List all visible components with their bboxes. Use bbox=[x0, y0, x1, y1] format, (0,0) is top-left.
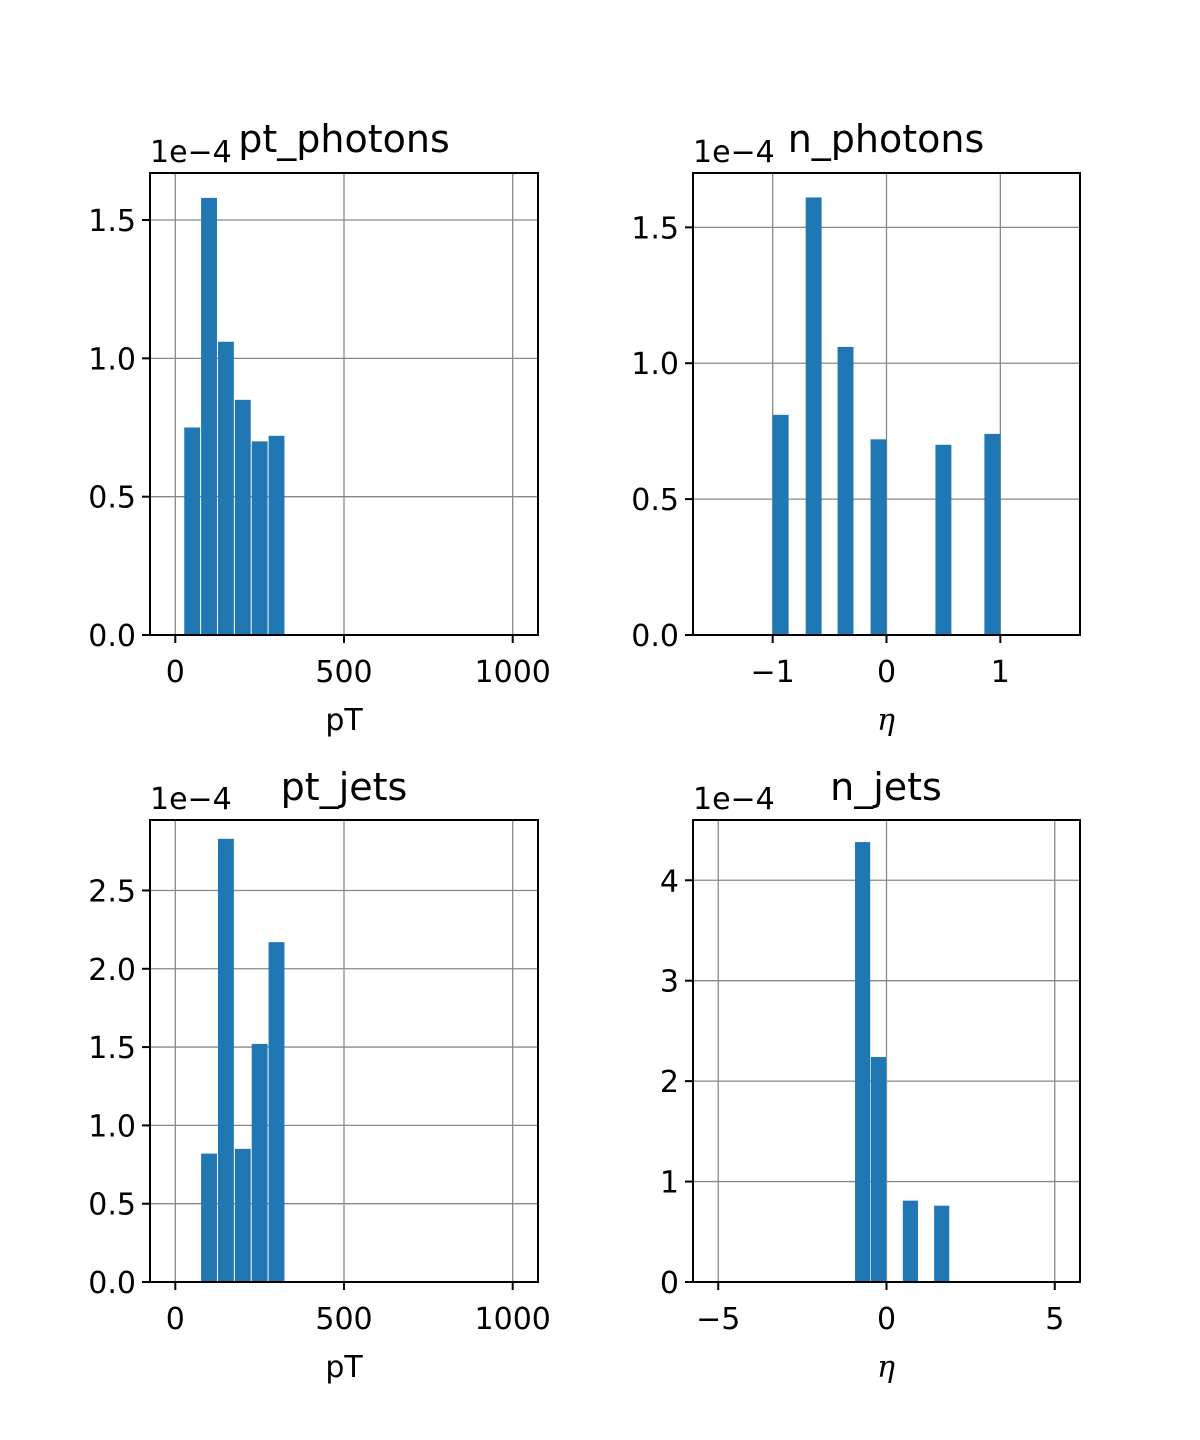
x-tick-label: 1000 bbox=[475, 655, 551, 690]
bar-4 bbox=[268, 942, 285, 1282]
bar-3 bbox=[934, 1205, 950, 1282]
x-axis-label: η bbox=[877, 703, 895, 738]
y-tick-label: 1.5 bbox=[88, 204, 136, 239]
x-axis-label: pT bbox=[325, 703, 363, 738]
y-tick-label: 0.0 bbox=[88, 619, 136, 654]
bars bbox=[855, 842, 950, 1282]
y-offset-label: 1e−4 bbox=[150, 782, 232, 817]
subplot-pt-photons: pt_photons 1e−4 pT 0 500 1000 0.0 0.5 1.0 1.5 bbox=[88, 117, 551, 738]
x-tick-label: 0 bbox=[166, 655, 185, 690]
y-tick-label: 3 bbox=[660, 965, 679, 1000]
bars bbox=[772, 197, 1001, 635]
bar-2 bbox=[902, 1200, 918, 1282]
bar-4 bbox=[935, 444, 952, 635]
y-tick-label: 1.0 bbox=[88, 1109, 136, 1144]
y-tick-label: 2.0 bbox=[88, 953, 136, 988]
x-tick-label: 0 bbox=[877, 1302, 896, 1337]
subplot-n-jets: n_jets 1e−4 η −5 0 5 0 1 2 3 4 bbox=[660, 765, 1081, 1385]
x-tick-label: 1000 bbox=[475, 1302, 551, 1337]
plot-frame bbox=[692, 819, 1081, 1283]
y-tick-label: 1.5 bbox=[88, 1031, 136, 1066]
grid bbox=[693, 820, 1080, 1283]
y-tick-label: 1 bbox=[660, 1166, 679, 1201]
plot-frame bbox=[149, 819, 539, 1283]
bar-3 bbox=[251, 1043, 268, 1282]
y-tick-label: 2 bbox=[660, 1065, 679, 1100]
x-tick-label: 500 bbox=[315, 1302, 372, 1337]
subplot-title: n_jets bbox=[830, 765, 942, 809]
bar-2 bbox=[837, 346, 854, 635]
bars bbox=[201, 838, 285, 1282]
x-tick-label: −5 bbox=[696, 1302, 740, 1337]
y-tick-label: 0.5 bbox=[631, 483, 679, 518]
bar-0 bbox=[184, 427, 201, 635]
y-tick-label: 1.5 bbox=[631, 211, 679, 246]
ticks: 0 500 1000 0.0 0.5 1.0 1.5 2.0 2.5 bbox=[88, 874, 551, 1337]
y-offset-label: 1e−4 bbox=[150, 135, 232, 170]
x-tick-label: 0 bbox=[877, 655, 896, 690]
y-tick-label: 0.0 bbox=[631, 619, 679, 654]
subplot-pt-jets: pt_jets 1e−4 pT 0 500 1000 0.0 0.5 1.0 1.5 2.0 2… bbox=[88, 765, 551, 1385]
bar-1 bbox=[201, 197, 217, 635]
y-tick-label: 0 bbox=[660, 1266, 679, 1301]
subplot-title: pt_photons bbox=[238, 117, 450, 161]
x-tick-label: 0 bbox=[166, 1302, 185, 1337]
bar-1 bbox=[805, 197, 822, 635]
bar-3 bbox=[234, 399, 251, 635]
y-tick-label: 4 bbox=[660, 864, 679, 899]
bar-0 bbox=[772, 414, 789, 635]
bars bbox=[184, 197, 285, 635]
y-offset-label: 1e−4 bbox=[693, 782, 775, 817]
bar-2 bbox=[217, 341, 234, 635]
subplot-n-photons: n_photons 1e−4 η −1 0 1 0.0 0.5 1.0 1.5 bbox=[631, 117, 1081, 738]
x-axis-label: pT bbox=[325, 1350, 363, 1385]
y-tick-label: 2.5 bbox=[88, 874, 136, 909]
bar-2 bbox=[234, 1148, 251, 1282]
bar-0 bbox=[201, 1153, 217, 1282]
x-tick-label: 1 bbox=[991, 655, 1010, 690]
y-tick-label: 1.0 bbox=[88, 342, 136, 377]
y-tick-label: 1.0 bbox=[631, 347, 679, 382]
bar-0 bbox=[855, 842, 871, 1282]
bar-3 bbox=[870, 439, 887, 635]
x-tick-label: 500 bbox=[315, 655, 372, 690]
bar-4 bbox=[251, 441, 268, 635]
plot-frame bbox=[149, 172, 539, 636]
y-tick-label: 0.0 bbox=[88, 1266, 136, 1301]
x-tick-label: 5 bbox=[1045, 1302, 1064, 1337]
y-tick-label: 0.5 bbox=[88, 1188, 136, 1223]
ticks: −5 0 5 0 1 2 3 4 bbox=[660, 864, 1064, 1337]
subplot-title: pt_jets bbox=[281, 765, 408, 809]
bar-1 bbox=[217, 838, 234, 1282]
bar-5 bbox=[984, 433, 1001, 635]
x-tick-label: −1 bbox=[751, 655, 795, 690]
bar-5 bbox=[268, 435, 285, 635]
x-axis-label: η bbox=[877, 1350, 895, 1385]
plot-frame bbox=[692, 172, 1081, 636]
y-tick-label: 0.5 bbox=[88, 481, 136, 516]
ticks: −1 0 1 0.0 0.5 1.0 1.5 bbox=[631, 211, 1010, 690]
subplot-title: n_photons bbox=[788, 117, 985, 161]
ticks: 0 500 1000 0.0 0.5 1.0 1.5 bbox=[88, 204, 551, 690]
bar-1 bbox=[870, 1057, 886, 1282]
y-offset-label: 1e−4 bbox=[693, 135, 775, 170]
